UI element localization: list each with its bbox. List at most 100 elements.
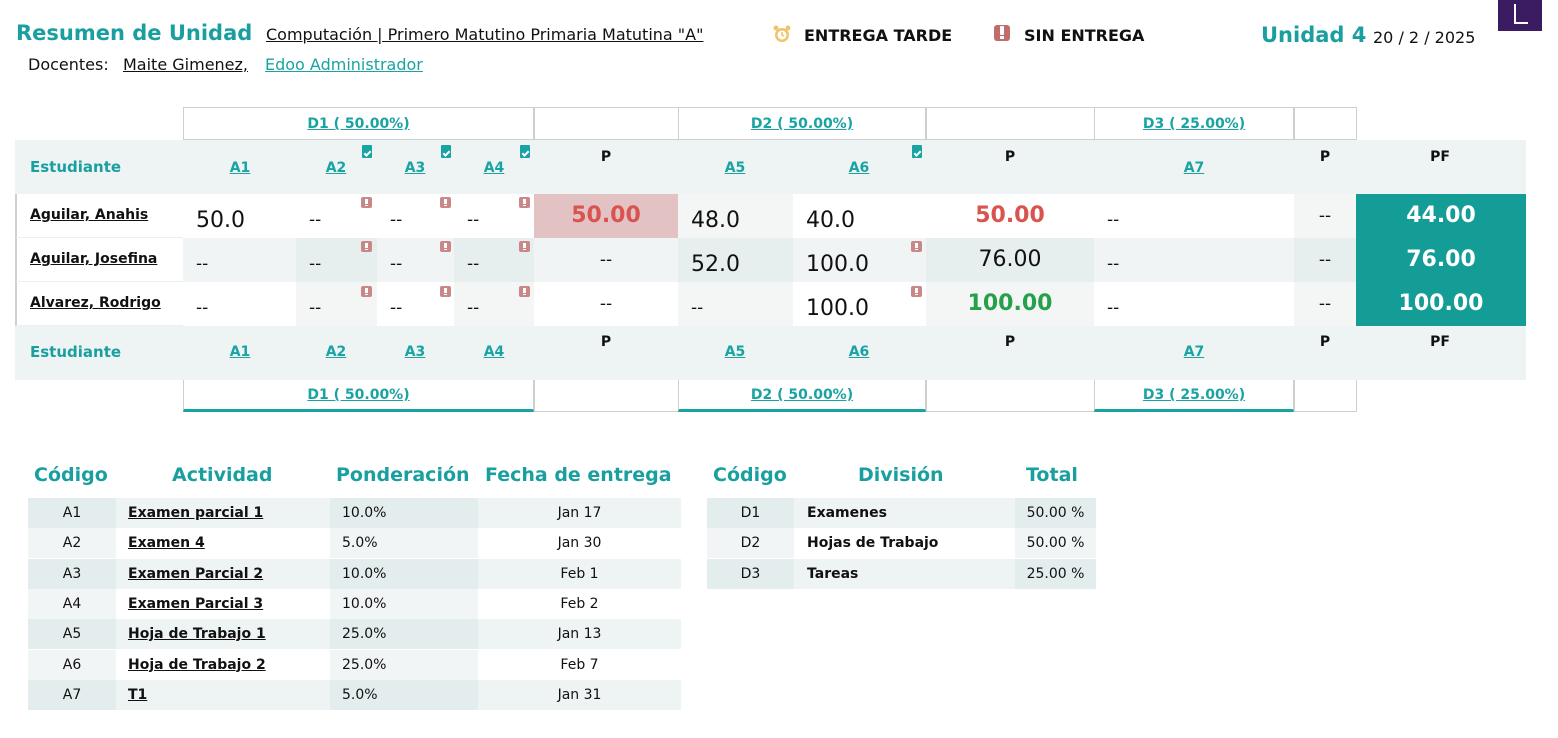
grade-cell-a7[interactable]: -- [1094,238,1294,282]
column-link-a4[interactable]: A4 [483,160,505,176]
division-header-d2 [678,107,926,140]
column-header-total: Total [1026,464,1078,486]
grade-cell-a6[interactable]: 40.0 [793,194,926,238]
division-header-d3 [1094,107,1294,140]
column-header-p: P [600,334,612,350]
activity-name-link[interactable]: Examen Parcial 2 [116,558,330,589]
course-link[interactable]: Computación | Primero Matutino Primaria … [266,25,704,44]
division-code: D3 [707,558,794,589]
division-spacer [1294,380,1357,412]
division-average-cell: 50.00 [926,194,1094,238]
column-link-a3[interactable]: A3 [404,344,426,360]
division-total: 25.00 % [1015,558,1096,589]
column-header-pf: PF [1430,334,1450,350]
student-column-header: Estudiante [30,158,122,176]
grade-cell-a5[interactable]: 48.0 [678,194,793,238]
column-link-a6[interactable]: A6 [848,344,870,360]
column-header-code: Código [34,464,108,486]
column-header-p: P [1319,149,1331,165]
column-link-a7[interactable]: A7 [1183,160,1205,176]
division-name: Hojas de Trabajo [794,528,1015,559]
column-link-a2[interactable]: A2 [325,344,347,360]
no-submission-icon [361,197,372,208]
activity-name-link[interactable]: Examen Parcial 3 [116,588,330,619]
student-name-link[interactable]: Aguilar, Anahis [30,207,149,223]
activity-name-link[interactable]: Hoja de Trabajo 1 [116,619,330,650]
division-spacer [926,380,1095,412]
activity-weight: 10.0% [330,588,478,619]
grade-cell-a7[interactable]: -- [1094,194,1294,238]
no-submission-icon [519,197,530,208]
grade-cell-a6[interactable]: 100.0 [793,238,926,282]
activity-name-link[interactable]: Examen parcial 1 [116,498,330,528]
division-link-d3[interactable]: D3 ( 25.00%) [1142,116,1246,132]
no-submission-icon [361,241,372,252]
no-submission-icon [519,241,530,252]
grade-cell-a1[interactable]: 50.0 [183,194,296,238]
column-link-a2[interactable]: A2 [325,160,347,176]
grade-cell-a5[interactable]: -- [678,282,793,326]
division-code: D1 [707,498,794,528]
grade-cell-a4[interactable]: -- [454,282,534,326]
activity-name-link[interactable]: Examen 4 [116,528,330,559]
no-submission-icon [440,286,451,297]
column-link-a4[interactable]: A4 [483,344,505,360]
no-submission-icon [911,241,922,252]
column-link-a3[interactable]: A3 [404,160,426,176]
column-link-a5[interactable]: A5 [724,160,746,176]
division-average-cell: -- [1294,282,1356,326]
division-link-d3[interactable]: D3 ( 25.00%) [1142,387,1246,403]
grade-cell-a6[interactable]: 100.0 [793,282,926,326]
activity-weight: 10.0% [330,498,478,528]
final-grade-cell: 76.00 [1356,238,1526,282]
division-average-cell: -- [534,282,678,326]
student-name-link[interactable]: Alvarez, Rodrigo [30,295,161,311]
division-link-d1[interactable]: D1 ( 50.00%) [307,116,410,132]
activity-weight: 10.0% [330,558,478,589]
table-row: A4 Examen Parcial 3 10.0% Feb 2 [28,588,681,619]
activity-due-date: Feb 7 [478,649,681,680]
division-link-d1[interactable]: D1 ( 50.00%) [307,387,410,403]
student-name-link[interactable]: Aguilar, Josefina [30,251,158,267]
activity-weight: 25.0% [330,649,478,680]
column-header-division: División [858,464,944,486]
column-header-p: P [1004,149,1016,165]
division-link-d2[interactable]: D2 ( 50.00%) [750,387,854,403]
student-name-cell: Alvarez, Rodrigo [15,282,183,326]
division-average-cell: -- [1294,238,1356,282]
column-header-weight: Ponderación [336,464,470,486]
grade-cell-a1[interactable]: -- [183,238,296,282]
activity-due-date: Jan 17 [478,498,681,528]
grade-cell-a1[interactable]: -- [183,282,296,326]
activity-name-link[interactable]: T1 [116,679,330,710]
column-header-pf: PF [1430,149,1450,165]
grade-cell-a5[interactable]: 52.0 [678,238,793,282]
activity-due-date: Feb 2 [478,588,681,619]
column-link-a5[interactable]: A5 [724,344,746,360]
column-link-a1[interactable]: A1 [229,160,251,176]
document-check-icon [912,145,922,158]
activity-code: A2 [28,528,116,559]
activity-weight: 5.0% [330,679,478,710]
division-average-cell: -- [1294,194,1356,238]
division-footer-d1 [183,380,534,412]
division-spacer [534,380,679,412]
activity-due-date: Feb 1 [478,558,681,589]
table-row: D1 Examenes 50.00 % [707,498,1096,528]
table-row: A5 Hoja de Trabajo 1 25.0% Jan 13 [28,619,681,650]
table-row: D2 Hojas de Trabajo 50.00 % [707,528,1096,559]
activity-name-link[interactable]: Hoja de Trabajo 2 [116,649,330,680]
teacher-link[interactable]: Maite Gimenez, [123,55,248,74]
document-check-icon [362,145,372,158]
no-submission-icon [361,286,372,297]
column-link-a6[interactable]: A6 [848,160,870,176]
column-link-a1[interactable]: A1 [229,344,251,360]
grade-cell-a7[interactable]: -- [1094,282,1294,326]
column-link-a7[interactable]: A7 [1183,344,1205,360]
corner-app-icon[interactable] [1498,0,1542,31]
division-total: 50.00 % [1015,528,1096,559]
activity-code: A4 [28,588,116,619]
teacher-link[interactable]: Edoo Administrador [265,55,423,74]
division-link-d2[interactable]: D2 ( 50.00%) [750,116,854,132]
late-legend-label: ENTREGA TARDE [804,26,953,45]
